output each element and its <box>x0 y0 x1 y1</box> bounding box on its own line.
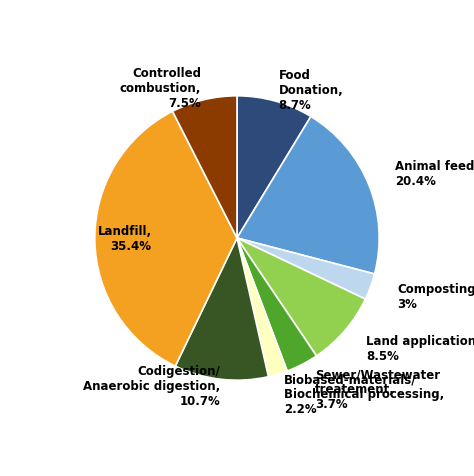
Wedge shape <box>95 111 237 366</box>
Text: Land application,
8.5%: Land application, 8.5% <box>366 335 474 363</box>
Text: Food
Donation,
8.7%: Food Donation, 8.7% <box>278 69 343 111</box>
Wedge shape <box>237 238 365 356</box>
Text: Composting
3%: Composting 3% <box>397 282 474 310</box>
Text: Controlled
combustion,
7.5%: Controlled combustion, 7.5% <box>120 67 201 110</box>
Text: Landfill,
35.4%: Landfill, 35.4% <box>98 225 152 253</box>
Wedge shape <box>175 238 268 380</box>
Wedge shape <box>173 96 237 238</box>
Wedge shape <box>237 117 379 274</box>
Wedge shape <box>237 238 374 299</box>
Wedge shape <box>237 96 311 238</box>
Text: Sewer/Wastewater
treatement,
3.7%: Sewer/Wastewater treatement, 3.7% <box>315 368 440 411</box>
Text: Animal feed,
20.4%: Animal feed, 20.4% <box>395 160 474 188</box>
Text: Biobased-materials/
Biochemical processing,
2.2%: Biobased-materials/ Biochemical processi… <box>284 373 444 416</box>
Wedge shape <box>237 238 287 377</box>
Wedge shape <box>237 238 317 371</box>
Text: Codigestion/
Anaerobic digestion,
10.7%: Codigestion/ Anaerobic digestion, 10.7% <box>83 365 220 408</box>
